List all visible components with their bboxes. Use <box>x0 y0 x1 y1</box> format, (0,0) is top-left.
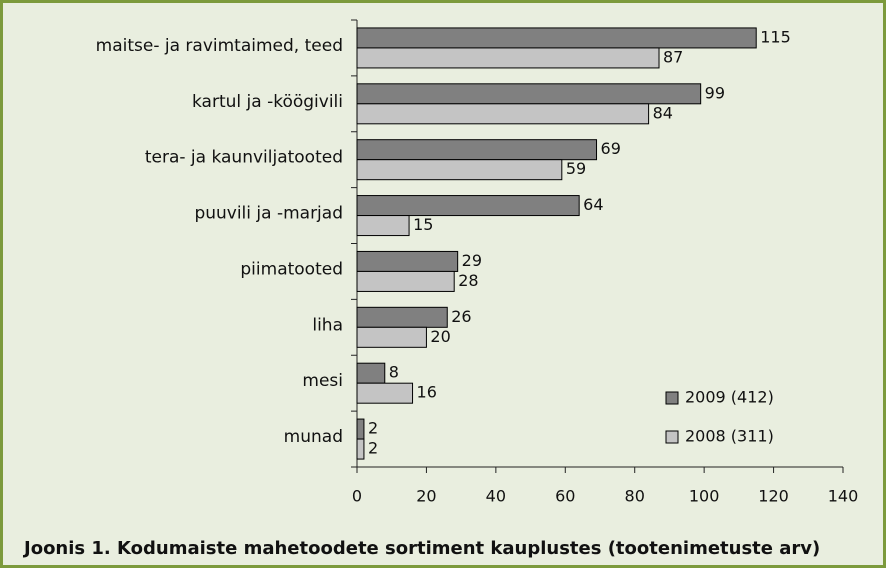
value-label: 64 <box>583 195 603 214</box>
bar <box>356 195 580 217</box>
value-label: 2 <box>368 419 378 438</box>
category-label: puuvili ja -marjad <box>194 204 343 224</box>
category-label: munad <box>284 427 343 447</box>
x-tick-label: 20 <box>416 487 436 506</box>
value-label: 84 <box>653 103 673 122</box>
bar <box>356 250 459 272</box>
legend-swatch <box>665 391 679 405</box>
bar <box>356 27 757 49</box>
bar <box>356 418 365 440</box>
value-label: 59 <box>566 159 586 178</box>
value-label: 15 <box>413 215 433 234</box>
category-label: liha <box>312 315 343 335</box>
legend-label: 2009 (412) <box>685 388 774 407</box>
bar <box>356 306 448 328</box>
x-tick-label: 40 <box>486 487 506 506</box>
bar <box>356 47 660 69</box>
bar <box>356 438 365 460</box>
bar <box>356 215 410 237</box>
bar <box>356 326 427 348</box>
chart-title: Joonis 1. Kodumaiste mahetoodete sortime… <box>22 538 820 559</box>
category-label: tera- ja kaunviljatooted <box>145 148 343 168</box>
value-label: 87 <box>663 47 683 66</box>
bar <box>356 103 650 125</box>
value-label: 69 <box>601 139 621 158</box>
bar <box>356 159 563 181</box>
bar <box>356 83 702 105</box>
x-tick-label: 140 <box>828 487 859 506</box>
value-label: 99 <box>705 83 725 102</box>
value-label: 2 <box>368 439 378 458</box>
value-label: 29 <box>462 251 482 270</box>
category-label: mesi <box>302 371 343 391</box>
x-tick-label: 80 <box>625 487 645 506</box>
x-tick-label: 60 <box>555 487 575 506</box>
category-label: piimatooted <box>240 259 343 279</box>
x-tick-label: 0 <box>352 487 362 506</box>
value-label: 28 <box>458 271 478 290</box>
bar <box>356 139 598 161</box>
value-label: 26 <box>451 307 471 326</box>
bar <box>356 382 414 404</box>
category-label: kartul ja -köögivili <box>192 92 343 112</box>
legend-label: 2008 (311) <box>685 427 774 446</box>
value-label: 8 <box>389 363 399 382</box>
legend-swatch <box>665 430 679 444</box>
value-label: 115 <box>760 27 791 46</box>
bar <box>356 270 455 292</box>
category-label: maitse- ja ravimtaimed, teed <box>96 36 343 56</box>
value-label: 16 <box>417 383 437 402</box>
x-tick-label: 100 <box>689 487 720 506</box>
value-label: 20 <box>430 327 450 346</box>
x-tick-label: 120 <box>758 487 789 506</box>
bar <box>356 362 386 384</box>
